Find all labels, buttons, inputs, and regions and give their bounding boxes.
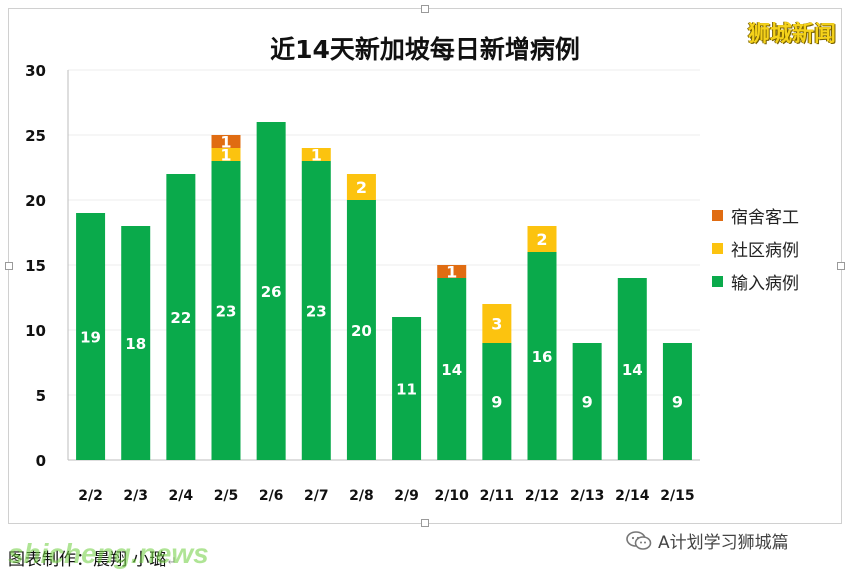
resize-handle-left[interactable]: [5, 262, 13, 270]
social-account-name: A计划学习狮城篇: [658, 533, 789, 553]
legend-label: 社区病例: [731, 241, 799, 261]
legend-item: 社区病例: [712, 232, 799, 265]
legend-swatch-community: [712, 243, 723, 254]
resize-handle-top[interactable]: [421, 5, 429, 13]
legend-label: 宿舍客工: [731, 208, 799, 228]
social-account: A计划学习狮城篇: [626, 528, 789, 553]
site-watermark: shicheng.news: [8, 538, 209, 569]
brand-logo: 狮城新闻: [747, 22, 836, 47]
wechat-icon: [626, 530, 652, 551]
resize-handle-bottom[interactable]: [421, 519, 429, 527]
return-mark: ↵: [166, 554, 177, 568]
chart-caption: 图表制作：晨翔 小璐↵: [8, 545, 176, 570]
legend-swatch-dormitory: [712, 210, 723, 221]
legend-item: 输入病例: [712, 265, 799, 298]
legend-item: 宿舍客工: [712, 199, 799, 232]
resize-handle-right[interactable]: [837, 262, 845, 270]
chart-title: 近14天新加坡每日新增病例: [270, 35, 580, 64]
chart-legend: 宿舍客工 社区病例 输入病例: [712, 199, 799, 298]
caption-text: 图表制作：晨翔 小璐: [8, 550, 167, 570]
legend-swatch-imported: [712, 276, 723, 287]
legend-label: 输入病例: [731, 274, 799, 294]
